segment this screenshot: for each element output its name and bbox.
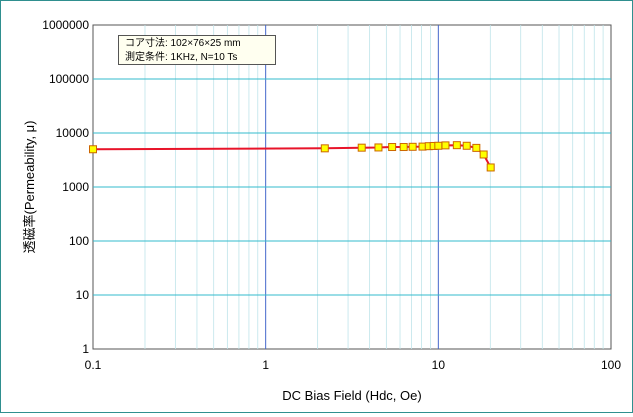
- y-tick-label: 1000: [62, 180, 89, 194]
- y-tick-label: 100000: [49, 72, 89, 86]
- data-point: [374, 143, 383, 152]
- data-point: [479, 150, 488, 159]
- measurement-conditions-box: コア寸法: 102×76×25 mm 測定条件: 1KHz, N=10 Ts: [118, 35, 276, 65]
- data-point: [452, 141, 461, 150]
- y-tick-labels: 1000000 100000 10000 1000 100 10 1: [42, 18, 89, 356]
- data-point: [408, 142, 417, 151]
- major-grid: [93, 25, 611, 349]
- x-tick-label: 0.1: [85, 358, 102, 372]
- core-dimensions-text: コア寸法: 102×76×25 mm: [125, 38, 241, 49]
- y-tick-label: 10: [76, 288, 90, 302]
- data-point: [434, 141, 443, 150]
- data-point: [486, 163, 495, 172]
- x-axis-title: DC Bias Field (Hdc, Oe): [282, 388, 421, 403]
- data-point: [357, 143, 366, 152]
- data-point: [462, 141, 471, 150]
- x-tick-labels: 0.1 1 10 100: [85, 358, 622, 372]
- data-point: [320, 144, 329, 153]
- data-point: [89, 145, 97, 154]
- x-tick-label: 100: [601, 358, 621, 372]
- x-tick-label: 1: [262, 358, 269, 372]
- data-point: [472, 143, 481, 152]
- y-tick-label: 1: [82, 342, 89, 356]
- measurement-conditions-text: 測定条件: 1KHz, N=10 Ts: [125, 52, 238, 63]
- y-tick-label: 10000: [56, 126, 90, 140]
- data-point: [441, 141, 450, 150]
- y-axis-title: 透磁率(Permeability, μ): [22, 121, 37, 254]
- y-tick-label: 100: [69, 234, 89, 248]
- x-tick-label: 10: [432, 358, 446, 372]
- data-point: [388, 143, 397, 152]
- series-group: [89, 141, 495, 172]
- data-point: [399, 143, 408, 152]
- y-tick-label: 1000000: [42, 18, 89, 32]
